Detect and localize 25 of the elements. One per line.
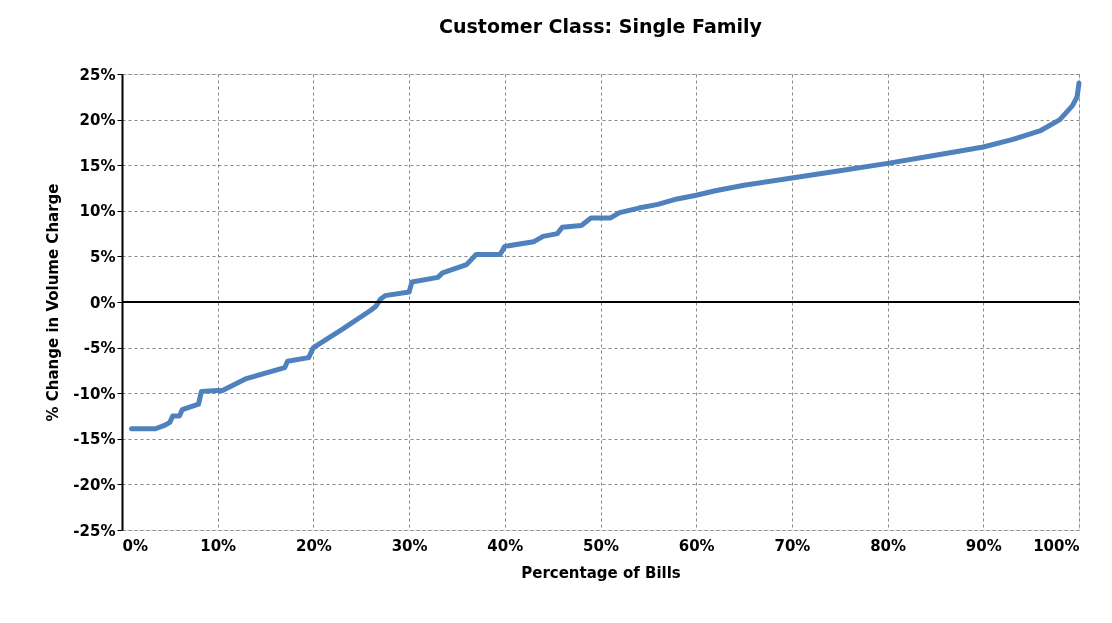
y-axis-title: % Change in Volume Charge [44, 183, 63, 422]
x-tick-label: 30% [391, 536, 428, 555]
x-tick-label: 40% [487, 536, 524, 555]
y-tick-label: -25% [73, 521, 116, 540]
x-tick-label: 0% [122, 536, 148, 555]
y-tick-label: 25% [79, 65, 116, 84]
y-tick-label: -15% [73, 430, 116, 449]
y-tick-label: 10% [79, 202, 116, 221]
x-tick-label: 70% [774, 536, 811, 555]
x-tick-label: 20% [295, 536, 332, 555]
y-tick-label: 5% [90, 247, 116, 266]
chart-title: Customer Class: Single Family [439, 15, 763, 37]
y-tick-label: 15% [79, 156, 116, 175]
x-tick-label: 100% [1033, 536, 1080, 555]
x-axis-title: Percentage of Bills [521, 563, 681, 582]
x-tick-label: 10% [200, 536, 237, 555]
y-tick-label: -5% [83, 339, 116, 358]
x-tick-label: 80% [870, 536, 907, 555]
x-tick-label: 50% [583, 536, 619, 555]
y-tick-label: 0% [90, 293, 116, 312]
y-tick-label: 20% [79, 111, 116, 130]
y-tick-label: -20% [73, 475, 116, 494]
x-tick-label: 90% [965, 536, 1002, 555]
x-tick-label: 60% [678, 536, 715, 555]
y-tick-label: -10% [73, 384, 116, 403]
